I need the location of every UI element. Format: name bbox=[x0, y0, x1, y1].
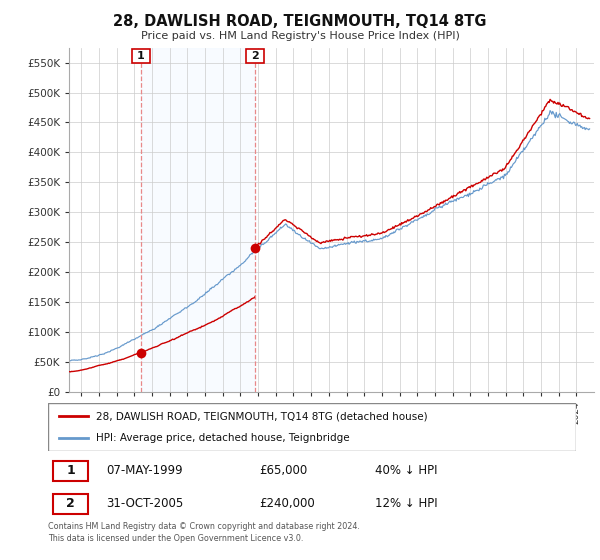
Text: £65,000: £65,000 bbox=[259, 464, 307, 478]
FancyBboxPatch shape bbox=[48, 403, 576, 451]
Text: 12% ↓ HPI: 12% ↓ HPI bbox=[376, 497, 438, 510]
FancyBboxPatch shape bbox=[246, 49, 264, 63]
Text: Price paid vs. HM Land Registry's House Price Index (HPI): Price paid vs. HM Land Registry's House … bbox=[140, 31, 460, 41]
Text: 07-MAY-1999: 07-MAY-1999 bbox=[106, 464, 183, 478]
Text: 1: 1 bbox=[137, 51, 145, 61]
Text: 40% ↓ HPI: 40% ↓ HPI bbox=[376, 464, 438, 478]
Text: 2: 2 bbox=[251, 51, 259, 61]
FancyBboxPatch shape bbox=[53, 493, 88, 514]
Text: HPI: Average price, detached house, Teignbridge: HPI: Average price, detached house, Teig… bbox=[95, 433, 349, 443]
Text: 28, DAWLISH ROAD, TEIGNMOUTH, TQ14 8TG: 28, DAWLISH ROAD, TEIGNMOUTH, TQ14 8TG bbox=[113, 14, 487, 29]
Bar bbox=[140, 48, 255, 392]
Text: 28, DAWLISH ROAD, TEIGNMOUTH, TQ14 8TG (detached house): 28, DAWLISH ROAD, TEIGNMOUTH, TQ14 8TG (… bbox=[95, 411, 427, 421]
Text: Contains HM Land Registry data © Crown copyright and database right 2024.: Contains HM Land Registry data © Crown c… bbox=[48, 522, 360, 531]
FancyBboxPatch shape bbox=[53, 461, 88, 481]
Text: £240,000: £240,000 bbox=[259, 497, 315, 510]
Text: 2: 2 bbox=[67, 497, 75, 510]
Text: 1: 1 bbox=[67, 464, 75, 478]
Text: This data is licensed under the Open Government Licence v3.0.: This data is licensed under the Open Gov… bbox=[48, 534, 304, 543]
Text: 31-OCT-2005: 31-OCT-2005 bbox=[106, 497, 184, 510]
FancyBboxPatch shape bbox=[131, 49, 149, 63]
